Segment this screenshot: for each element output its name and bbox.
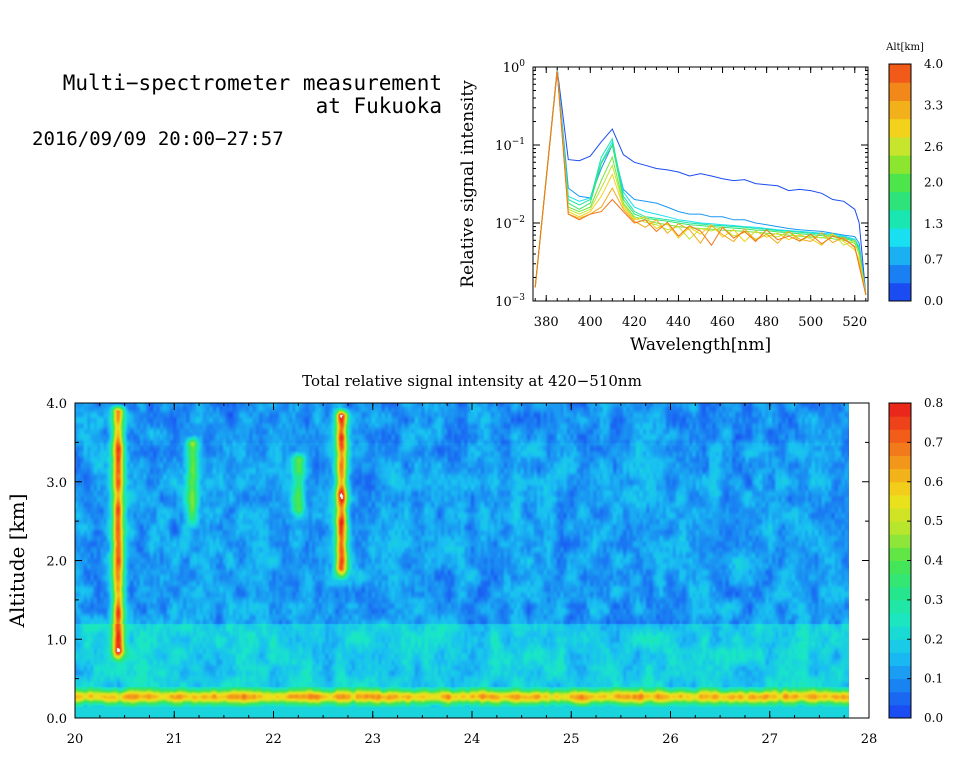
heatmap-y-tick-label: 1.0 — [46, 633, 67, 648]
alt-colorbar-cell — [889, 173, 911, 193]
intensity-colorbar-cell — [889, 442, 911, 456]
intensity-colorbar-tick-label: 0.7 — [924, 435, 943, 449]
intensity-colorbar-cell — [889, 481, 911, 496]
heatmap-title: Total relative signal intensity at 420−5… — [302, 372, 642, 390]
spectrum-x-tick-label: 420 — [622, 315, 647, 330]
intensity-colorbar-cell — [889, 691, 911, 706]
spectrum-y-tick-label: 10−3 — [495, 293, 525, 310]
alt-colorbar-cell — [889, 155, 911, 174]
heatmap-x-tick-label: 26 — [662, 732, 679, 747]
heatmap-x-tick-label: 23 — [364, 732, 381, 747]
spectrum-x-tick-label: 380 — [534, 315, 559, 330]
intensity-colorbar-cell — [889, 416, 911, 430]
spectrum-y-axis-label: Relative signal intensity — [458, 80, 478, 288]
heatmap-x-tick-label: 27 — [761, 732, 778, 747]
intensity-colorbar-cell — [889, 560, 911, 575]
spectrum-series-line — [534, 70, 867, 295]
alt-colorbar-tick-label: 0.7 — [924, 253, 943, 267]
spectrum-series-line — [534, 70, 867, 295]
intensity-colorbar-tick-label: 0.2 — [924, 632, 943, 646]
spectrum-x-tick-label: 400 — [578, 315, 603, 330]
chart-title-line-2: at Fukuoka — [315, 94, 442, 118]
spectrum-x-tick-label: 440 — [666, 315, 691, 330]
intensity-colorbar-cell — [889, 521, 911, 535]
alt-colorbar-cell — [889, 118, 911, 138]
alt-colorbar-tick-label: 2.0 — [924, 176, 943, 190]
spectrum-x-tick-label: 500 — [798, 315, 823, 330]
intensity-colorbar-cell — [889, 494, 911, 509]
intensity-colorbar-tick-label: 0.3 — [924, 593, 943, 607]
heatmap-x-tick-label: 25 — [563, 732, 580, 747]
alt-colorbar-cell — [889, 136, 911, 156]
alt-colorbar-cell — [889, 209, 911, 229]
alt-colorbar-tick-label: 2.6 — [924, 140, 943, 154]
heatmap-x-tick-label: 28 — [861, 732, 878, 747]
heatmap-y-tick-label: 0.0 — [46, 712, 67, 727]
intensity-colorbar-cell — [889, 468, 911, 483]
spectrum-chart: 380 400 420 440 460 480 500 520 100 10−1 10−2 10−3 W… — [458, 42, 943, 355]
intensity-colorbar-cell — [889, 626, 911, 640]
heatmap-y-tick-label: 3.0 — [46, 476, 67, 491]
spectrum-series-line — [534, 68, 867, 295]
intensity-colorbar-tick-label: 0.5 — [924, 514, 943, 528]
heatmap-x-tick-label: 24 — [464, 732, 481, 747]
intensity-colorbar-cell — [889, 429, 911, 443]
heatmap-x-tick-label: 21 — [166, 732, 183, 747]
alt-colorbar-cell — [889, 264, 911, 284]
alt-colorbar-tick-label: 1.3 — [924, 217, 943, 231]
intensity-colorbar-tick-label: 0.8 — [924, 396, 943, 410]
intensity-colorbar-cell — [889, 613, 911, 627]
spectrum-series-line — [534, 71, 867, 295]
intensity-colorbar-cell — [889, 678, 911, 693]
alt-colorbar-cell — [889, 191, 911, 211]
intensity-colorbar-cell — [889, 508, 911, 522]
intensity-colorbar-cell — [889, 403, 911, 417]
spectrum-x-tick-label: 480 — [754, 315, 779, 330]
alt-colorbar-cell — [889, 82, 911, 101]
heatmap-image — [75, 403, 849, 718]
alt-colorbar-tick-label: 4.0 — [924, 57, 943, 71]
intensity-colorbar-cell — [889, 547, 911, 561]
alt-colorbar-cell — [889, 228, 911, 247]
alt-colorbar-cell — [889, 282, 911, 302]
intensity-colorbar-cell — [889, 639, 911, 653]
intensity-colorbar-cell — [889, 665, 911, 680]
intensity-colorbar-tick-label: 0.4 — [924, 554, 943, 568]
intensity-colorbar-cell — [889, 573, 911, 588]
spectrum-series-line — [534, 70, 867, 295]
intensity-colorbar-tick-label: 0.6 — [924, 475, 943, 489]
intensity-colorbar-cell — [889, 534, 911, 548]
spectrum-series-line — [534, 69, 867, 295]
heatmap-y-tick-label: 4.0 — [46, 397, 67, 412]
intensity-colorbar-cell — [889, 586, 911, 601]
spectrum-y-tick-label: 10−2 — [495, 215, 525, 232]
chart-title-line-1: Multi−spectrometer measurement — [62, 71, 442, 95]
spectrum-y-tick-label: 10−1 — [495, 137, 525, 154]
alt-colorbar-cell — [889, 64, 911, 83]
heatmap-x-tick-label: 20 — [67, 732, 84, 747]
spectrum-x-axis-label: Wavelength[nm] — [630, 335, 771, 355]
title-block: Multi−spectrometer measurement at Fukuok… — [12, 71, 442, 151]
alt-colorbar-cell — [889, 246, 911, 266]
intensity-colorbar-tick-label: 0.1 — [924, 672, 943, 686]
spectrum-x-tick-label: 520 — [842, 315, 867, 330]
heatmap-y-axis-label: Altitude [km] — [5, 494, 29, 629]
spectrum-y-tick-label: 100 — [503, 59, 526, 76]
heatmap-x-tick-label: 22 — [265, 732, 282, 747]
intensity-colorbar-cell — [889, 455, 911, 470]
spectrum-series-line — [534, 71, 867, 295]
intensity-colorbar-cell — [889, 652, 911, 666]
alt-colorbar-title: Alt[km] — [885, 42, 924, 53]
alt-colorbar-frame — [888, 63, 912, 302]
alt-colorbar-tick-label: 3.3 — [924, 98, 943, 112]
alt-colorbar-tick-label: 0.0 — [924, 294, 943, 308]
intensity-colorbar-cell — [889, 704, 911, 719]
heatmap-y-tick-label: 2.0 — [46, 555, 67, 570]
intensity-colorbar-tick-label: 0.0 — [924, 711, 943, 725]
intensity-colorbar-cell — [889, 599, 911, 614]
measurement-datetime: 2016/09/09 20:00−27:57 — [32, 128, 284, 150]
spectrum-x-tick-label: 460 — [710, 315, 735, 330]
alt-colorbar-cell — [889, 100, 911, 120]
